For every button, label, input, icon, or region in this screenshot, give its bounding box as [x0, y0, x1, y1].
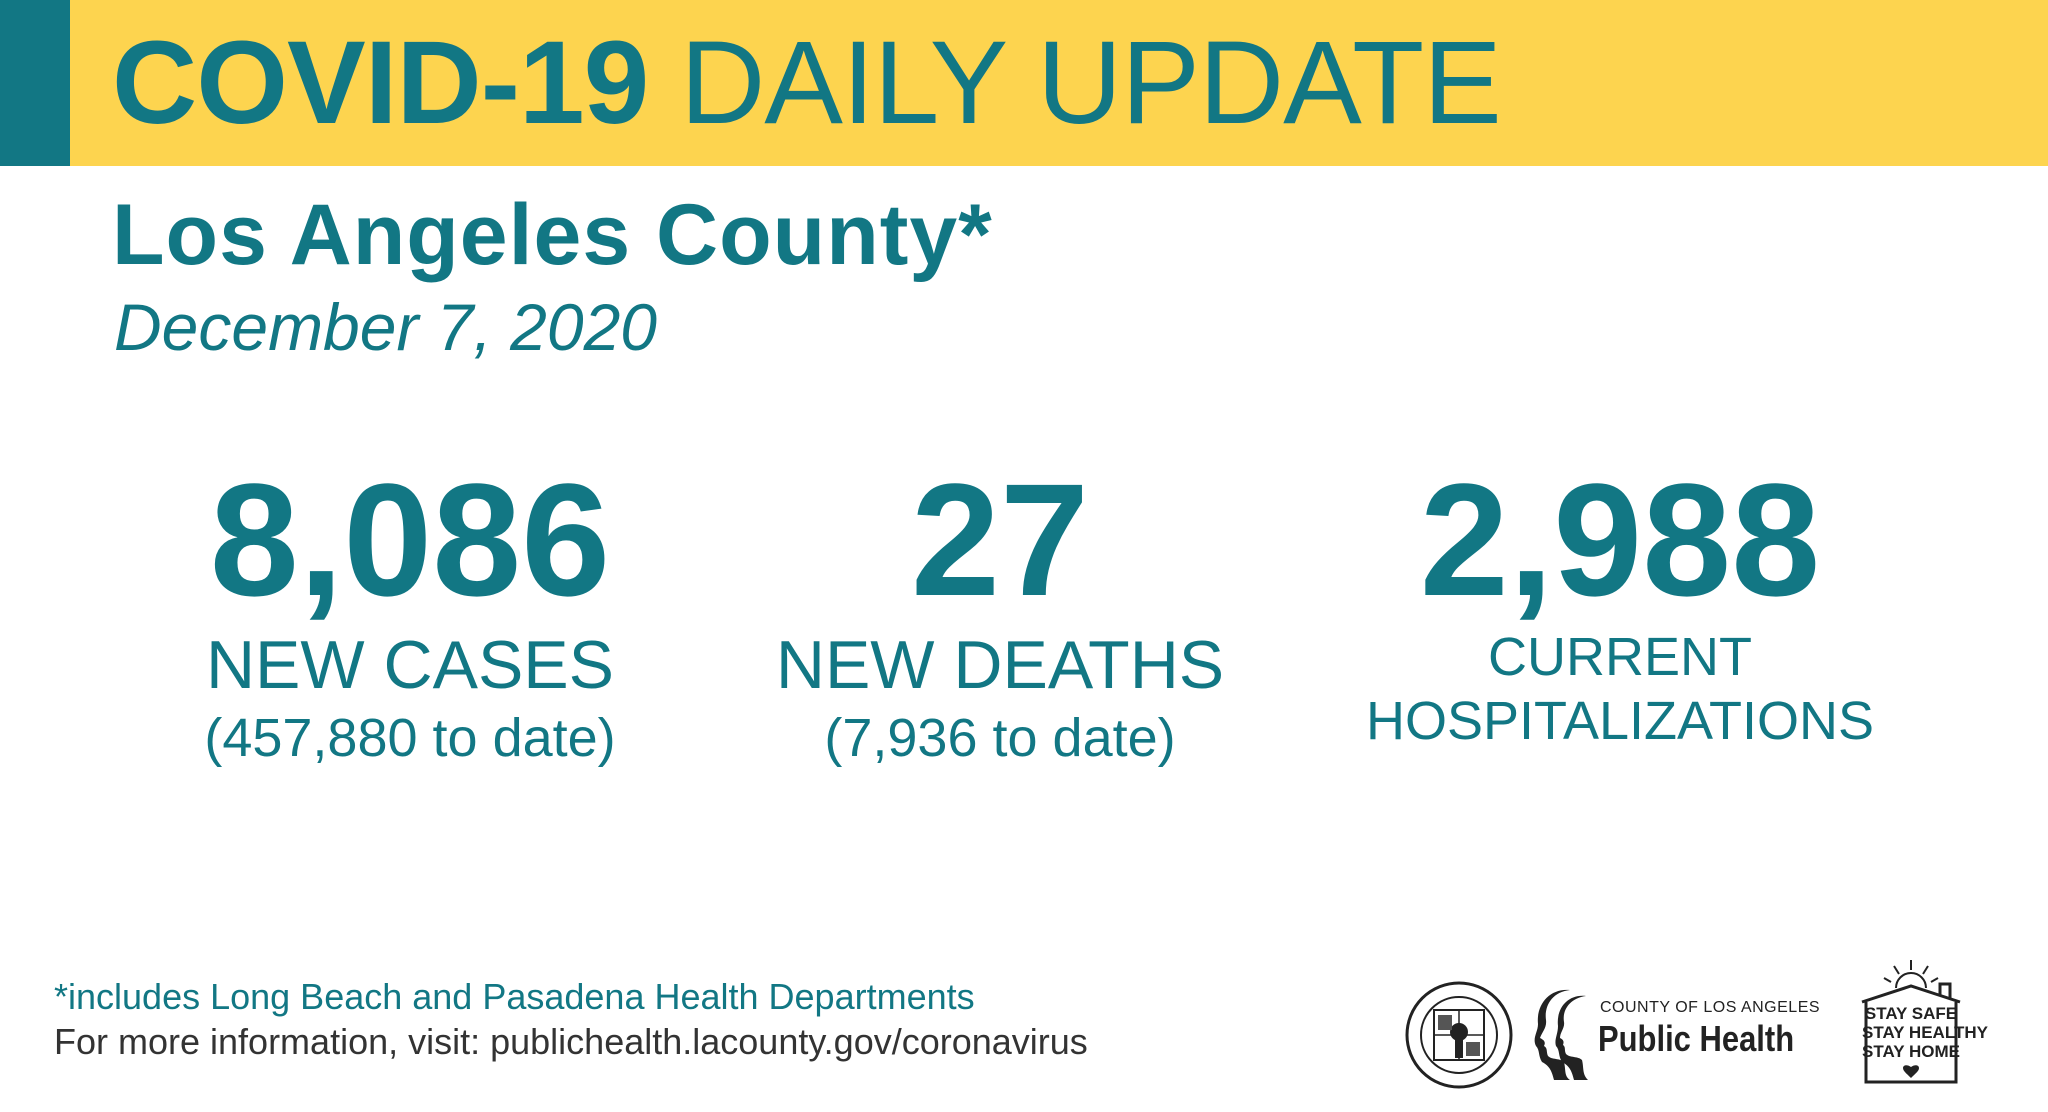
stay-healthy-line: STAY HEALTHY: [1862, 1023, 1988, 1042]
report-date: December 7, 2020: [114, 290, 657, 364]
hospitalizations-label-line2: HOSPITALIZATIONS: [1365, 691, 1875, 751]
stat-new-deaths: 27 NEW DEATHS (7,936 to date): [740, 455, 1260, 771]
stay-safe-line: STAY SAFE: [1864, 1004, 1958, 1023]
stat-hospitalizations: 2,988 CURRENT HOSPITALIZATIONS: [1320, 455, 1920, 753]
banner-accent-bar: [0, 0, 70, 166]
stay-safe-badge: STAY SAFE STAY HEALTHY STAY HOME: [1856, 958, 1988, 1086]
stay-home-line: STAY HOME: [1862, 1042, 1960, 1061]
cases-to-date: (457,880 to date): [204, 708, 616, 768]
deaths-to-date: (7,936 to date): [824, 708, 1176, 768]
stay-safe-text: STAY SAFE STAY HEALTHY STAY HOME: [1862, 1004, 1988, 1061]
house-sun-icon: [1861, 960, 1961, 1084]
public-health-small-text: COUNTY OF LOS ANGELES: [1600, 999, 1821, 1016]
header-banner: [0, 0, 2048, 166]
public-health-big-text: Public Health: [1598, 1018, 1795, 1059]
public-health-profiles-icon: [1534, 989, 1588, 1080]
new-cases-label: NEW CASES: [205, 627, 615, 703]
county-seal-icon: [1405, 981, 1513, 1089]
new-deaths-label: NEW DEATHS: [775, 627, 1225, 703]
public-health-logo: COUNTY OF LOS ANGELES Public Health: [1530, 982, 1830, 1082]
footnote: *includes Long Beach and Pasadena Health…: [54, 976, 975, 1017]
new-cases-value: 8,086: [209, 450, 611, 629]
page-title: COVID-19 DAILY UPDATE: [112, 17, 1502, 149]
new-deaths-value: 27: [911, 450, 1089, 629]
hospitalizations-label-line1: CURRENT: [1488, 627, 1752, 687]
county-heading: Los Angeles County*: [112, 187, 993, 283]
hospitalizations-value: 2,988: [1419, 450, 1821, 629]
title-covid: COVID-19: [112, 17, 649, 149]
title-daily-update: DAILY UPDATE: [680, 17, 1502, 149]
info-link-text[interactable]: For more information, visit: publichealt…: [54, 1021, 1088, 1062]
stat-new-cases: 8,086 NEW CASES (457,880 to date): [150, 455, 670, 771]
